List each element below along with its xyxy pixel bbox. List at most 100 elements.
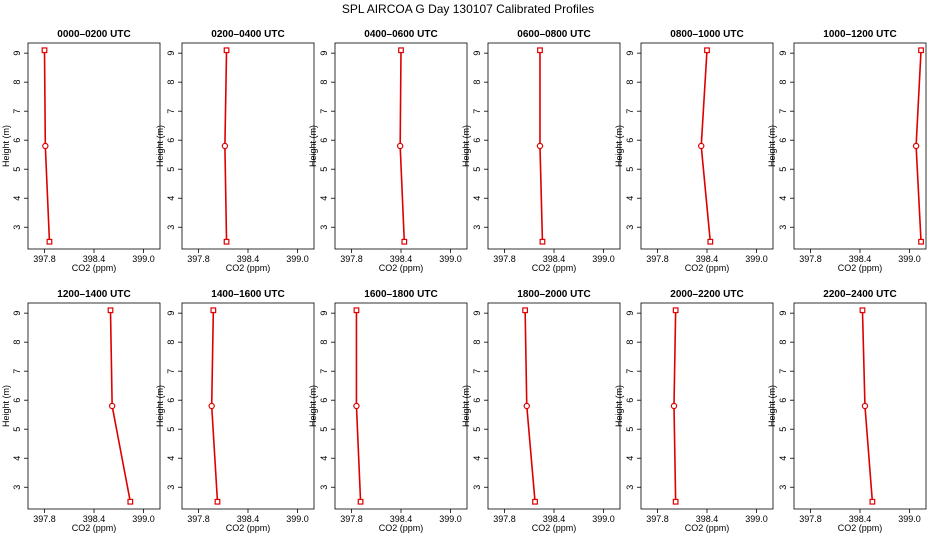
y-axis-label: Height (m) [767, 125, 777, 167]
y-tick-label: 7 [625, 369, 635, 374]
x-tick-label: 398.4 [696, 254, 719, 264]
y-tick-label: 6 [166, 398, 176, 403]
plot-frame [27, 302, 161, 510]
y-tick-label: 3 [166, 485, 176, 490]
x-tick-label: 399.0 [439, 514, 462, 524]
plot-frame [640, 42, 774, 250]
y-tick-label: 3 [625, 225, 635, 230]
y-tick-label: 9 [625, 311, 635, 316]
y-tick-label: 6 [166, 138, 176, 143]
y-axis-label: Height (m) [614, 125, 624, 167]
y-tick-label: 3 [12, 225, 22, 230]
y-tick-label: 9 [625, 51, 635, 56]
panel-title: 1600–1800 UTC [364, 289, 437, 300]
x-tick-label: 399.0 [132, 514, 155, 524]
y-tick-label: 9 [319, 311, 329, 316]
y-tick-label: 5 [778, 427, 788, 432]
panel-4: 0800–1000 UTC 397.8 398.4 399.0 3 4 5 6 7 8 9 CO2 (… [614, 29, 774, 273]
panel-6: 1200–1400 UTC 397.8 398.4 399.0 3 4 5 6 7 8 9 CO2 (… [1, 289, 161, 533]
y-tick-label: 5 [472, 167, 482, 172]
data-point [912, 142, 920, 150]
y-tick-label: 7 [12, 109, 22, 114]
y-tick-label: 7 [166, 109, 176, 114]
y-tick-label: 7 [472, 109, 482, 114]
y-tick-label: 7 [778, 369, 788, 374]
y-tick-label: 9 [12, 51, 22, 56]
y-tick-label: 3 [472, 485, 482, 490]
panel-title: 0400–0600 UTC [364, 29, 437, 40]
figure-title: SPL AIRCOA G Day 130107 Calibrated Profi… [342, 2, 594, 16]
panel-0: 0000–0200 UTC 397.8 398.4 399.0 3 4 5 6 7 8 9 CO2 (… [1, 29, 161, 273]
data-point [357, 498, 364, 505]
panel-title: 1200–1400 UTC [57, 289, 130, 300]
data-point [223, 47, 230, 54]
y-tick-label: 4 [319, 456, 329, 461]
x-tick-label: 397.8 [340, 514, 363, 524]
y-tick-label: 6 [319, 398, 329, 403]
y-tick-label: 5 [472, 427, 482, 432]
y-tick-label: 8 [12, 340, 22, 345]
data-point [41, 47, 48, 54]
y-tick-label: 8 [472, 80, 482, 85]
y-tick-label: 4 [166, 196, 176, 201]
y-tick-label: 7 [778, 109, 788, 114]
data-point [532, 498, 538, 505]
x-axis-label: CO2 (ppm) [685, 263, 730, 273]
plot-frame [181, 302, 315, 510]
data-point [107, 307, 114, 314]
data-point [522, 307, 529, 314]
y-tick-label: 7 [166, 369, 176, 374]
y-tick-label: 3 [778, 485, 788, 490]
data-point [353, 402, 360, 410]
x-axis-label: CO2 (ppm) [379, 523, 424, 533]
y-axis-label: Height (m) [461, 385, 471, 427]
x-axis-label: CO2 (ppm) [226, 523, 271, 533]
y-tick-label: 8 [166, 80, 176, 85]
y-tick-label: 4 [625, 196, 635, 201]
panel-7: 1400–1600 UTC 397.8 398.4 399.0 3 4 5 6 7 8 9 CO2 (… [155, 289, 315, 533]
panel-1: 0200–0400 UTC 397.8 398.4 399.0 3 4 5 6 7 8 9 CO2 (… [155, 29, 315, 273]
x-tick-label: 397.8 [646, 514, 669, 524]
y-tick-label: 6 [778, 138, 788, 143]
panel-9: 1800–2000 UTC 397.8 398.4 399.0 3 4 5 6 7 8 9 CO2 (… [461, 289, 621, 533]
x-tick-label: 398.4 [83, 254, 106, 264]
data-point [214, 498, 221, 505]
x-tick-label: 398.4 [543, 514, 566, 524]
data-point [869, 498, 876, 505]
plot-frame [487, 302, 621, 510]
y-tick-label: 8 [778, 80, 788, 85]
data-point [698, 142, 705, 150]
x-tick-label: 399.0 [439, 254, 462, 264]
y-tick-label: 8 [166, 340, 176, 345]
data-point [42, 142, 49, 150]
x-tick-label: 399.0 [745, 514, 768, 524]
x-axis-label: CO2 (ppm) [685, 523, 730, 533]
y-tick-label: 6 [12, 398, 22, 403]
y-tick-label: 3 [319, 485, 329, 490]
panel-title: 0600–0800 UTC [517, 29, 590, 40]
panel-10: 2000–2200 UTC 397.8 398.4 399.0 3 4 5 6 7 8 9 CO2 (… [614, 289, 774, 533]
y-axis-label: Height (m) [1, 385, 11, 427]
x-tick-label: 398.4 [83, 514, 106, 524]
panel-5: 1000–1200 UTC 397.8 398.4 399.0 3 4 5 6 7 8 9 CO2 (… [767, 29, 927, 273]
panel-title: 2200–2400 UTC [823, 289, 896, 300]
y-axis-label: Height (m) [308, 125, 318, 167]
y-axis-label: Height (m) [308, 385, 318, 427]
x-tick-label: 399.0 [286, 514, 309, 524]
y-tick-label: 6 [12, 138, 22, 143]
x-axis-label: CO2 (ppm) [532, 523, 577, 533]
y-axis-label: Height (m) [767, 385, 777, 427]
y-tick-label: 3 [12, 485, 22, 490]
y-tick-label: 5 [12, 427, 22, 432]
panel-title: 0200–0400 UTC [211, 29, 284, 40]
panel-3: 0600–0800 UTC 397.8 398.4 399.0 3 4 5 6 7 8 9 CO2 (… [461, 29, 621, 273]
y-tick-label: 7 [319, 369, 329, 374]
panel-title: 0000–0200 UTC [57, 29, 130, 40]
y-tick-label: 6 [472, 138, 482, 143]
panel-title: 2000–2200 UTC [670, 289, 743, 300]
plot-frame [181, 42, 315, 250]
y-tick-label: 4 [625, 456, 635, 461]
x-axis-label: CO2 (ppm) [72, 523, 117, 533]
y-tick-label: 5 [166, 427, 176, 432]
data-point [536, 142, 544, 150]
